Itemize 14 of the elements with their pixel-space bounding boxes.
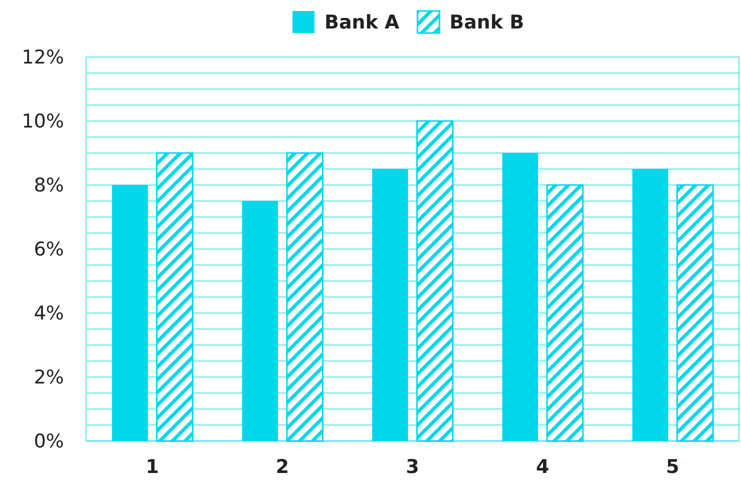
x-tick-label: 2 xyxy=(276,456,290,478)
y-tick-label: 2% xyxy=(34,366,64,389)
y-tick-label: 0% xyxy=(34,430,64,453)
y-tick-label: 12% xyxy=(22,46,64,69)
y-tick-label: 10% xyxy=(22,110,64,133)
legend-label: Bank A xyxy=(324,12,400,34)
y-tick-label: 6% xyxy=(34,238,64,261)
legend-label: Bank B xyxy=(450,12,524,34)
y-tick-label: 4% xyxy=(34,302,64,325)
x-tick-label: 1 xyxy=(146,456,159,478)
x-tick-label: 5 xyxy=(666,456,680,478)
y-tick-label: 8% xyxy=(34,174,64,197)
x-tick-label: 3 xyxy=(406,456,420,478)
x-tick-label: 4 xyxy=(536,456,550,478)
